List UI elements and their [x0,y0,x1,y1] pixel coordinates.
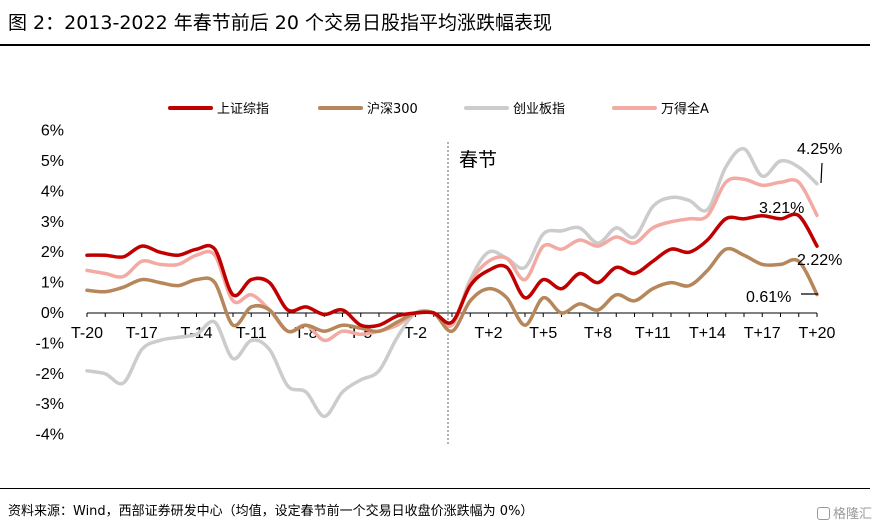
watermark-logo-icon [817,507,830,520]
annotations: 4.25% 3.21% 2.22% 0.61% [746,141,842,306]
legend-label-wind-a: 万得全A [661,101,709,117]
y-tick-label: -3% [36,396,64,413]
series-line-shangzheng [85,212,819,329]
chart-title: 图 2：2013-2022 年春节前后 20 个交易日股指平均涨跌幅表现 [8,12,552,34]
x-tick-label: T+5 [529,325,557,342]
x-tick-label: T-2 [404,325,427,342]
x-tick-label: T+20 [799,325,836,342]
x-axis: T-20 T-17 T-14 T-11 T-8 T-5 T-2 T+2 T+5 T+8 T+11 T+… [71,312,836,342]
end-value-label: 0.61% [746,289,791,306]
leader-line [820,162,823,184]
end-value-label: 4.25% [797,141,842,158]
legend-label-hs300: 沪深300 [367,101,418,117]
x-tick-label: T+11 [635,325,671,342]
source-note: 资料来源：Wind，西部证券研发中心（均值，设定春节前一个交易日收盘价涨跌幅为 … [8,504,534,519]
legend-label-shangzheng: 上证综指 [217,102,269,117]
y-axis: 6% 5% 4% 3% 2% 1% 0% -1% -2% -3% -4% [36,123,64,444]
y-tick-label: 4% [41,183,64,200]
bottom-divider [0,488,870,489]
y-tick-label: -1% [36,335,64,352]
end-value-label: 3.21% [759,200,804,217]
series-line-chinext [85,146,819,419]
end-value-label: 2.22% [797,252,842,269]
y-tick-label: -4% [36,427,64,444]
y-tick-label: -2% [36,366,64,383]
y-tick-label: 0% [41,305,64,322]
spring-festival-marker: 春节 [447,142,497,446]
y-tick-label: 6% [41,123,64,140]
watermark-text: 格隆汇 [833,507,873,522]
x-tick-label: T+14 [689,325,726,342]
legend: 上证综指 沪深300 创业板指 万得全A [168,101,709,117]
x-tick-label: T-20 [71,325,103,342]
y-tick-label: 3% [41,214,64,231]
series-line-wind-a [85,176,819,343]
watermark: 格隆汇 [817,503,872,522]
y-tick-label: 5% [41,153,64,170]
x-tick-label: T-17 [126,325,158,342]
series-lines [85,146,819,419]
legend-label-chinext: 创业板指 [513,102,565,117]
x-tick-label: T+8 [584,325,612,342]
top-divider [0,44,870,46]
event-label: 春节 [459,149,497,171]
x-tick-label: T-11 [236,325,267,342]
x-tick-label: T+2 [474,325,502,342]
x-tick-label: T+17 [744,325,781,342]
y-tick-label: 2% [41,244,64,261]
y-tick-label: 1% [41,275,64,292]
series-line-hs300 [85,246,819,334]
